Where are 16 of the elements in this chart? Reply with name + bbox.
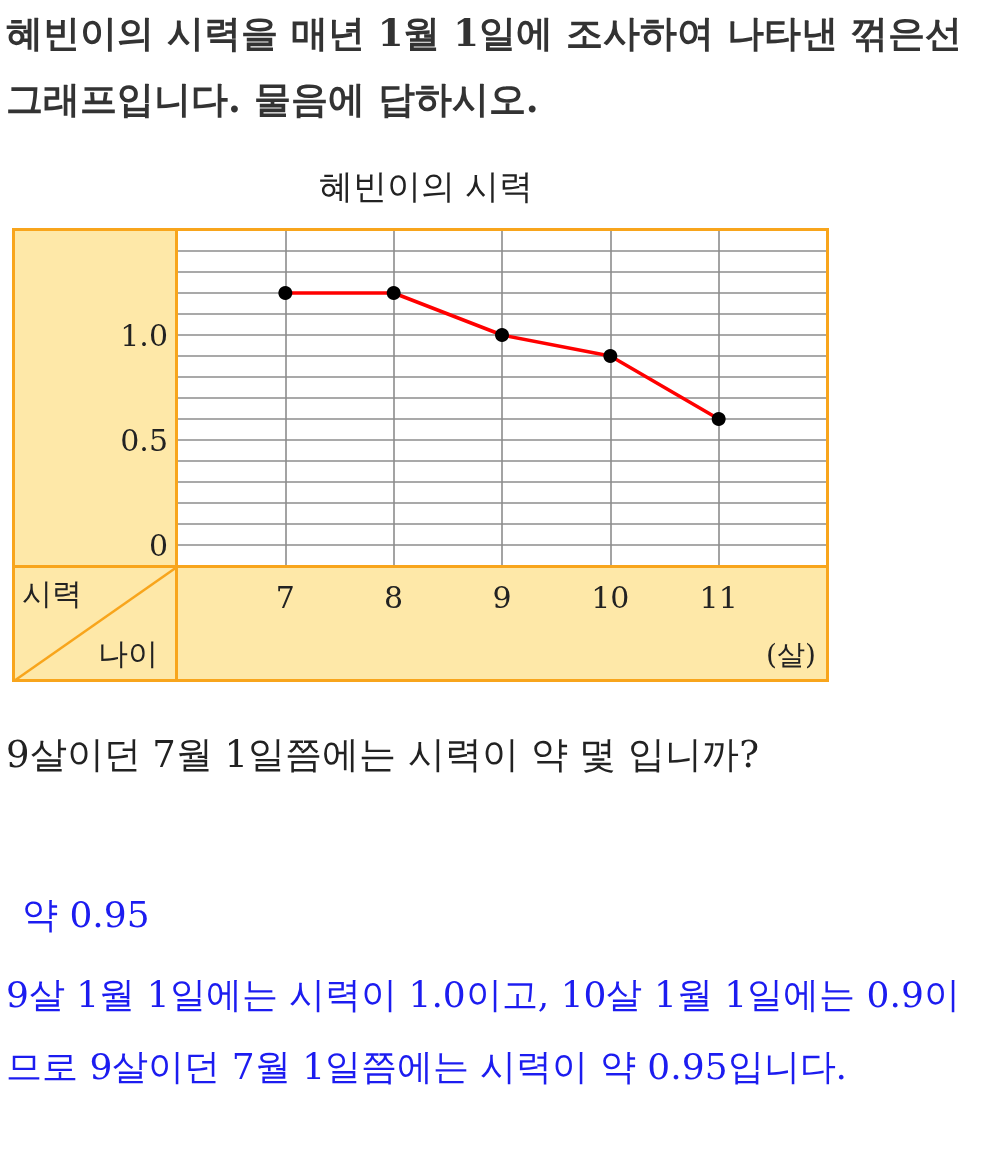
x-tick-label: 7: [275, 579, 295, 615]
x-axis-title: 나이: [98, 635, 158, 673]
x-tick-label: 9: [492, 579, 512, 615]
text: 혜빈이의 시력을 매년 1월 1일에 조사하여 나타낸 꺾은선그래프입니다. 물음에 답하시오.: [6, 10, 963, 123]
y-tick-label: 1.0: [120, 317, 168, 353]
x-tick-label: 10: [591, 579, 630, 615]
x-tick-label: 8: [384, 579, 404, 615]
y-tick-label: 0.5: [120, 422, 168, 458]
text: (살): [766, 637, 816, 673]
text: 9살 1월 1일에는 시력이 1.0이고, 10살 1월 1일에는 0.9이므로 9살이던 7월 1일쯤에는 시력이 약 0.95입니다.: [6, 973, 961, 1089]
x-tick-label: 11: [699, 579, 738, 615]
y-tick-label: 0: [148, 527, 168, 563]
text: 약 0.95: [22, 893, 151, 937]
text: 9살이던 7월 1일쯤에는 시력이 약 몇 입니까?: [6, 732, 761, 778]
y-axis-title: 시력: [22, 575, 82, 613]
chart-title: 혜빈이의 시력: [318, 166, 534, 206]
